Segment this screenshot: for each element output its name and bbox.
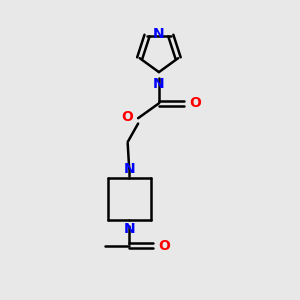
Text: N: N <box>123 162 135 176</box>
Text: O: O <box>190 96 201 110</box>
Text: O: O <box>158 239 170 253</box>
Text: N: N <box>123 222 135 236</box>
Text: O: O <box>121 110 133 124</box>
Text: N: N <box>153 76 165 91</box>
Text: N: N <box>152 27 164 41</box>
